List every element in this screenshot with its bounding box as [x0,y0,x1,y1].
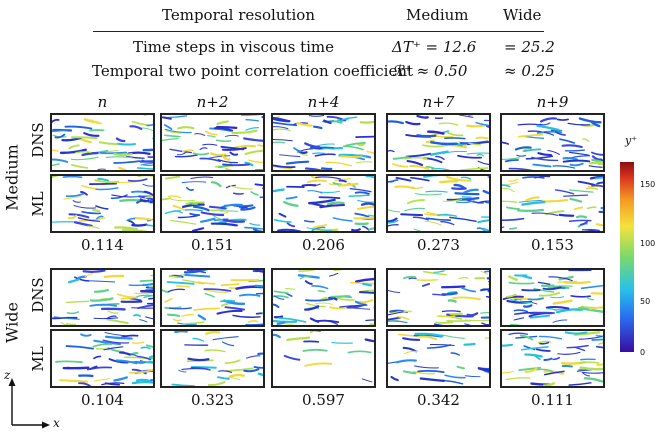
group-label-wide: Wide [2,302,22,343]
flow-panel [271,268,376,327]
flow-panel [500,113,605,172]
colorbar-tick-150: 150 [640,180,656,189]
flow-panel [386,329,491,388]
colorbar-tick-100: 100 [640,239,656,248]
col-head-n4: n+4 [307,93,340,111]
col-head-n2: n+2 [196,93,229,111]
flow-panel [160,174,265,233]
flow-panel [500,329,605,388]
colorbar-tick-0: 0 [640,348,646,357]
colorbar [620,162,634,352]
row-label-wide-dns: DNS [29,277,47,313]
flow-panel [271,113,376,172]
flow-panel [500,174,605,233]
row2-label: Temporal two point correlation coefficie… [92,62,414,80]
colorbar-tick-50: 50 [640,297,651,306]
flow-panel [271,174,376,233]
medium-value-n: 0.114 [81,236,124,254]
flow-panel [50,268,155,327]
row1-label: Time steps in viscous time [133,38,335,56]
flow-panel [386,113,491,172]
row1-wide: = 25.2 [504,38,555,56]
wide-value-n4: 0.597 [302,391,345,409]
axes-indicator-icon [8,378,50,429]
flow-panel [160,329,265,388]
wide-value-n2: 0.323 [191,391,234,409]
wide-value-n: 0.104 [81,391,124,409]
row2-wide: ≈ 0.25 [504,62,555,80]
flow-panel [271,329,376,388]
group-label-medium: Medium [2,144,22,211]
row2-medium: ℛ⁺ ≈ 0.50 [392,62,468,80]
row-label-medium-ml: ML [29,191,47,217]
col-head-n7: n+7 [422,93,455,111]
flow-panel [386,174,491,233]
col-head-n: n [97,93,108,111]
col-head-n9: n+9 [536,93,569,111]
table-rule [93,31,544,32]
flow-panel [160,268,265,327]
medium-value-n2: 0.151 [191,236,234,254]
flow-panel [50,329,155,388]
medium-value-n4: 0.206 [302,236,345,254]
axis-z-label: z [4,368,11,382]
medium-value-n9: 0.153 [531,236,574,254]
row-label-medium-dns: DNS [29,122,47,158]
colorbar-label: y⁺ [625,134,638,147]
flow-panel [500,268,605,327]
table-header-resolution: Temporal resolution [162,6,316,24]
axis-x-label: x [53,416,60,430]
flow-panel [386,268,491,327]
medium-value-n7: 0.273 [417,236,460,254]
flow-panel [50,174,155,233]
wide-value-n9: 0.111 [531,391,574,409]
wide-value-n7: 0.342 [417,391,460,409]
table-header-wide: Wide [503,6,542,24]
table-header-medium: Medium [406,6,469,24]
flow-panel [160,113,265,172]
flow-panel [50,113,155,172]
row1-medium: ΔT⁺ = 12.6 [392,38,477,56]
